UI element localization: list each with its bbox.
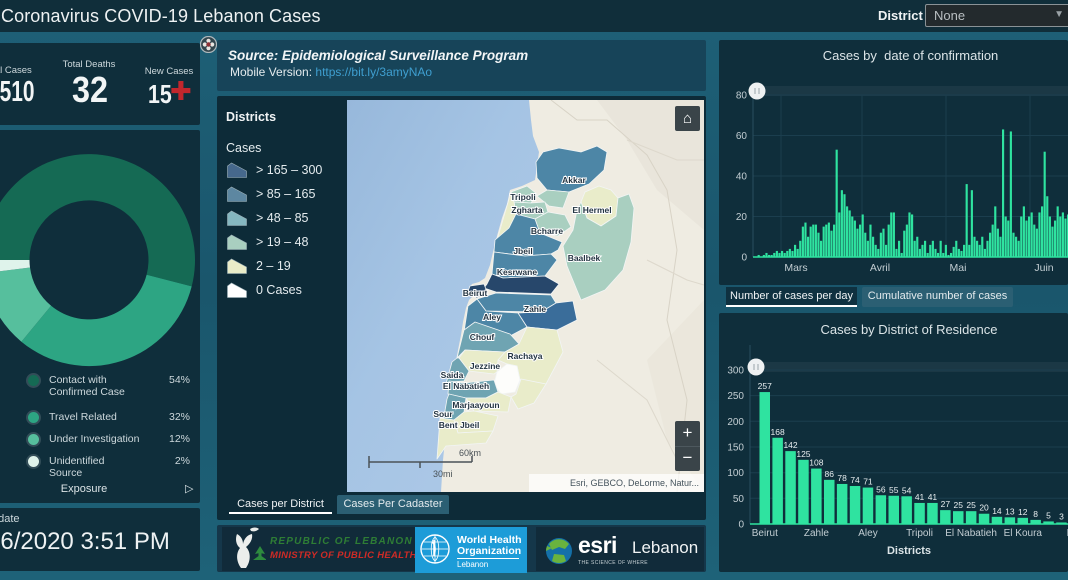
svg-text:0: 0 — [741, 253, 747, 264]
svg-text:Tripoli: Tripoli — [906, 528, 933, 539]
svg-text:40: 40 — [736, 172, 748, 183]
svg-text:Baalbek: Baalbek — [568, 253, 601, 263]
svg-text:50: 50 — [733, 494, 745, 505]
svg-text:74: 74 — [850, 475, 860, 485]
svg-text:150: 150 — [727, 443, 744, 454]
svg-text:Esri, GEBCO, DeLorme, Natur...: Esri, GEBCO, DeLorme, Natur... — [570, 478, 699, 488]
svg-text:Rachaya: Rachaya — [508, 351, 543, 361]
svg-text:Tripoli: Tripoli — [510, 192, 536, 202]
svg-text:8: 8 — [1033, 509, 1038, 519]
svg-text:13: 13 — [1005, 506, 1015, 516]
svg-text:Marjaayoun: Marjaayoun — [452, 400, 499, 410]
svg-text:41: 41 — [928, 492, 938, 502]
svg-text:Kesrwane: Kesrwane — [497, 267, 537, 277]
svg-text:168: 168 — [771, 427, 785, 437]
svg-text:El Minieh: El Minieh — [1067, 528, 1068, 539]
svg-text:Sour: Sour — [433, 409, 453, 419]
svg-text:100: 100 — [727, 468, 744, 479]
svg-text:142: 142 — [783, 440, 797, 450]
svg-text:Aley: Aley — [858, 528, 877, 539]
svg-text:20: 20 — [979, 503, 989, 513]
svg-text:60: 60 — [736, 131, 748, 142]
svg-text:Bcharre: Bcharre — [531, 226, 563, 236]
svg-text:Zgharta: Zgharta — [511, 205, 542, 215]
svg-text:Bent Jbeil: Bent Jbeil — [439, 420, 480, 430]
svg-text:55: 55 — [889, 485, 899, 495]
svg-text:27: 27 — [941, 499, 951, 509]
svg-text:Beirut: Beirut — [752, 528, 778, 539]
svg-text:12: 12 — [1018, 507, 1028, 517]
svg-text:Juin: Juin — [1034, 262, 1053, 274]
svg-text:Beirut: Beirut — [463, 288, 488, 298]
svg-text:Akkar: Akkar — [562, 175, 586, 185]
svg-text:El Hermel: El Hermel — [572, 205, 611, 215]
svg-text:Mars: Mars — [784, 262, 807, 274]
svg-text:3: 3 — [1059, 511, 1064, 521]
svg-text:25: 25 — [954, 500, 964, 510]
svg-text:78: 78 — [837, 473, 847, 483]
svg-text:El Koura: El Koura — [1004, 528, 1043, 539]
svg-text:Saida: Saida — [441, 370, 464, 380]
svg-text:14: 14 — [992, 506, 1002, 516]
svg-text:54: 54 — [902, 485, 912, 495]
svg-text:30mi: 30mi — [433, 469, 453, 479]
svg-text:0: 0 — [738, 520, 744, 531]
svg-text:Avril: Avril — [870, 262, 890, 274]
svg-text:El Nabatieh: El Nabatieh — [443, 381, 489, 391]
svg-text:71: 71 — [863, 477, 873, 487]
svg-text:108: 108 — [809, 458, 823, 468]
svg-text:Jezzine: Jezzine — [470, 361, 501, 371]
svg-text:86: 86 — [825, 469, 835, 479]
svg-text:Zahle: Zahle — [804, 528, 829, 539]
svg-text:80: 80 — [736, 91, 748, 102]
svg-text:Mai: Mai — [950, 262, 967, 274]
svg-text:56: 56 — [876, 484, 886, 494]
svg-text:25: 25 — [966, 500, 976, 510]
svg-text:Zahle: Zahle — [524, 304, 546, 314]
svg-text:Aley: Aley — [483, 312, 501, 322]
svg-text:20: 20 — [736, 212, 748, 223]
svg-text:41: 41 — [915, 492, 925, 502]
svg-text:300: 300 — [727, 366, 744, 377]
svg-text:257: 257 — [758, 381, 772, 391]
svg-text:Jbeil: Jbeil — [513, 246, 532, 256]
svg-text:250: 250 — [727, 391, 744, 402]
svg-text:60km: 60km — [459, 448, 481, 458]
svg-text:200: 200 — [727, 417, 744, 428]
svg-text:Chouf: Chouf — [470, 332, 495, 342]
svg-text:5: 5 — [1046, 510, 1051, 520]
svg-text:125: 125 — [796, 449, 810, 459]
svg-text:El Nabatieh: El Nabatieh — [945, 528, 997, 539]
